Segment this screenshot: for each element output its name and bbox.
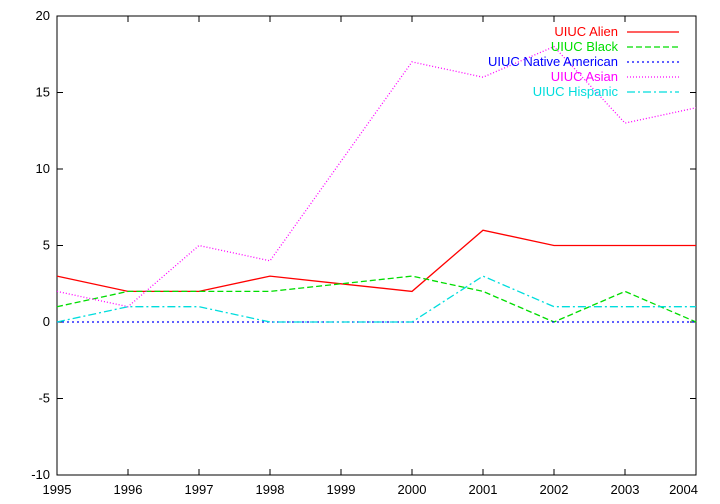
- y-tick-label: 20: [36, 8, 50, 23]
- y-tick-label: -10: [31, 467, 50, 482]
- x-tick-label: 1998: [256, 482, 285, 497]
- legend-label: UIUC Asian: [551, 69, 618, 84]
- y-tick-label: 10: [36, 161, 50, 176]
- legend-label: UIUC Native American: [488, 54, 618, 69]
- series-line-uiuc-hispanic: [56, 275, 696, 323]
- y-tick-label: 15: [36, 85, 50, 100]
- legend-label: UIUC Alien: [554, 24, 618, 39]
- legend-label: UIUC Black: [551, 39, 619, 54]
- series-line-uiuc-alien: [56, 229, 696, 293]
- y-tick-label: 0: [43, 314, 50, 329]
- x-tick-label: 2004: [669, 482, 698, 497]
- x-tick-label: 2001: [469, 482, 498, 497]
- x-axis: 1995 1996 1997 1998 1999 2000 2001 2002 2003 2004: [43, 16, 698, 497]
- x-tick-label: 1997: [185, 482, 214, 497]
- x-tick-label: 1996: [114, 482, 143, 497]
- series-line-uiuc-black: [56, 275, 697, 323]
- y-tick-label: 5: [43, 238, 50, 253]
- x-tick-label: 1999: [327, 482, 356, 497]
- y-tick-label: -5: [38, 391, 50, 406]
- legend-label: UIUC Hispanic: [533, 84, 619, 99]
- x-tick-label: 2000: [398, 482, 427, 497]
- x-tick-label: 2003: [611, 482, 640, 497]
- series-lines: [56, 45, 697, 323]
- x-tick-label: 1995: [43, 482, 72, 497]
- x-tick-label: 2002: [540, 482, 569, 497]
